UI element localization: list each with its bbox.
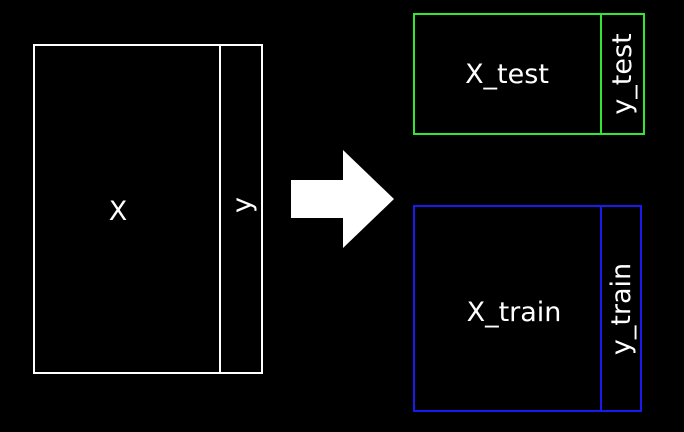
full-target-label: y <box>227 197 258 213</box>
full-target-box <box>219 44 263 374</box>
test-features-label: X_test <box>465 59 549 90</box>
train-target-box <box>600 205 642 412</box>
test-target-box <box>600 13 645 135</box>
train-split: X_train y_train <box>413 205 642 412</box>
right-arrow-icon <box>291 150 394 248</box>
test-target-label: y_test <box>607 33 638 114</box>
train-target-label: y_train <box>606 263 637 355</box>
train-features-label: X_train <box>467 297 562 328</box>
test-split: X_test y_test <box>413 13 645 135</box>
full-features-label: X <box>109 196 128 227</box>
full-dataset: X y <box>33 44 263 374</box>
